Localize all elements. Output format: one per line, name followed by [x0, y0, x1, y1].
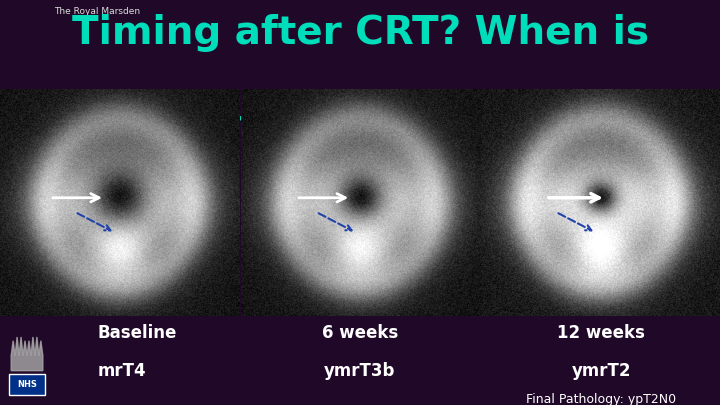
Text: Baseline: Baseline [97, 324, 176, 342]
Text: NHS: NHS [17, 380, 37, 390]
Polygon shape [12, 337, 43, 371]
Text: 6 weeks: 6 weeks [322, 324, 398, 342]
Text: mrT4: mrT4 [97, 362, 146, 380]
FancyBboxPatch shape [9, 374, 45, 395]
Text: 12 weeks: 12 weeks [557, 324, 645, 342]
Text: ymrT2: ymrT2 [572, 362, 631, 380]
Text: Timing after CRT? When is: Timing after CRT? When is [71, 14, 649, 52]
Text: Final Pathology: ypT2N0: Final Pathology: ypT2N0 [526, 393, 676, 405]
Text: The Royal Marsden: The Royal Marsden [54, 7, 140, 16]
Text: ymrT3b: ymrT3b [324, 362, 396, 380]
Text: maximum response reached?: maximum response reached? [40, 107, 680, 145]
